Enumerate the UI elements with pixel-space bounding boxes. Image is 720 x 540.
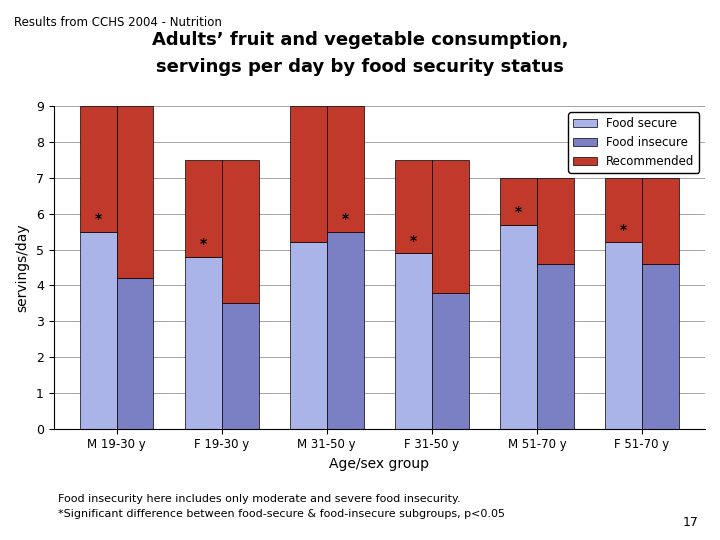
- Bar: [117, 106, 153, 278]
- Text: *: *: [410, 234, 417, 248]
- Y-axis label: servings/day: servings/day: [15, 223, 29, 312]
- Text: Results from CCHS 2004 - Nutrition: Results from CCHS 2004 - Nutrition: [14, 16, 222, 29]
- Text: *Significant difference between food-secure & food-insecure subgroups, p<0.05: *Significant difference between food-sec…: [58, 509, 505, 519]
- Bar: [222, 303, 258, 429]
- Bar: [537, 264, 574, 429]
- Legend: Food secure, Food insecure, Recommended: Food secure, Food insecure, Recommended: [568, 112, 699, 173]
- Bar: [642, 178, 679, 264]
- Text: Food insecurity here includes only moderate and severe food insecurity.: Food insecurity here includes only moder…: [58, 494, 460, 504]
- Bar: [432, 160, 469, 293]
- Text: *: *: [95, 212, 102, 226]
- Bar: [606, 178, 642, 242]
- Bar: [327, 232, 364, 429]
- Bar: [500, 178, 537, 225]
- Text: *: *: [515, 205, 522, 219]
- Bar: [327, 106, 364, 232]
- Bar: [222, 160, 258, 303]
- Bar: [395, 160, 432, 253]
- Bar: [642, 264, 679, 429]
- Bar: [117, 278, 153, 429]
- Bar: [290, 106, 327, 242]
- Text: 17: 17: [683, 516, 698, 529]
- Bar: [290, 242, 327, 429]
- Text: *: *: [200, 238, 207, 252]
- Text: *: *: [341, 212, 348, 226]
- Text: servings per day by food security status: servings per day by food security status: [156, 58, 564, 76]
- Bar: [80, 232, 117, 429]
- Bar: [395, 253, 432, 429]
- Bar: [500, 225, 537, 429]
- Text: Adults’ fruit and vegetable consumption,: Adults’ fruit and vegetable consumption,: [152, 31, 568, 49]
- Text: *: *: [620, 223, 627, 237]
- Bar: [185, 160, 222, 257]
- Bar: [185, 257, 222, 429]
- Bar: [537, 178, 574, 264]
- X-axis label: Age/sex group: Age/sex group: [329, 457, 429, 471]
- Bar: [80, 106, 117, 232]
- Bar: [432, 293, 469, 429]
- Bar: [606, 242, 642, 429]
